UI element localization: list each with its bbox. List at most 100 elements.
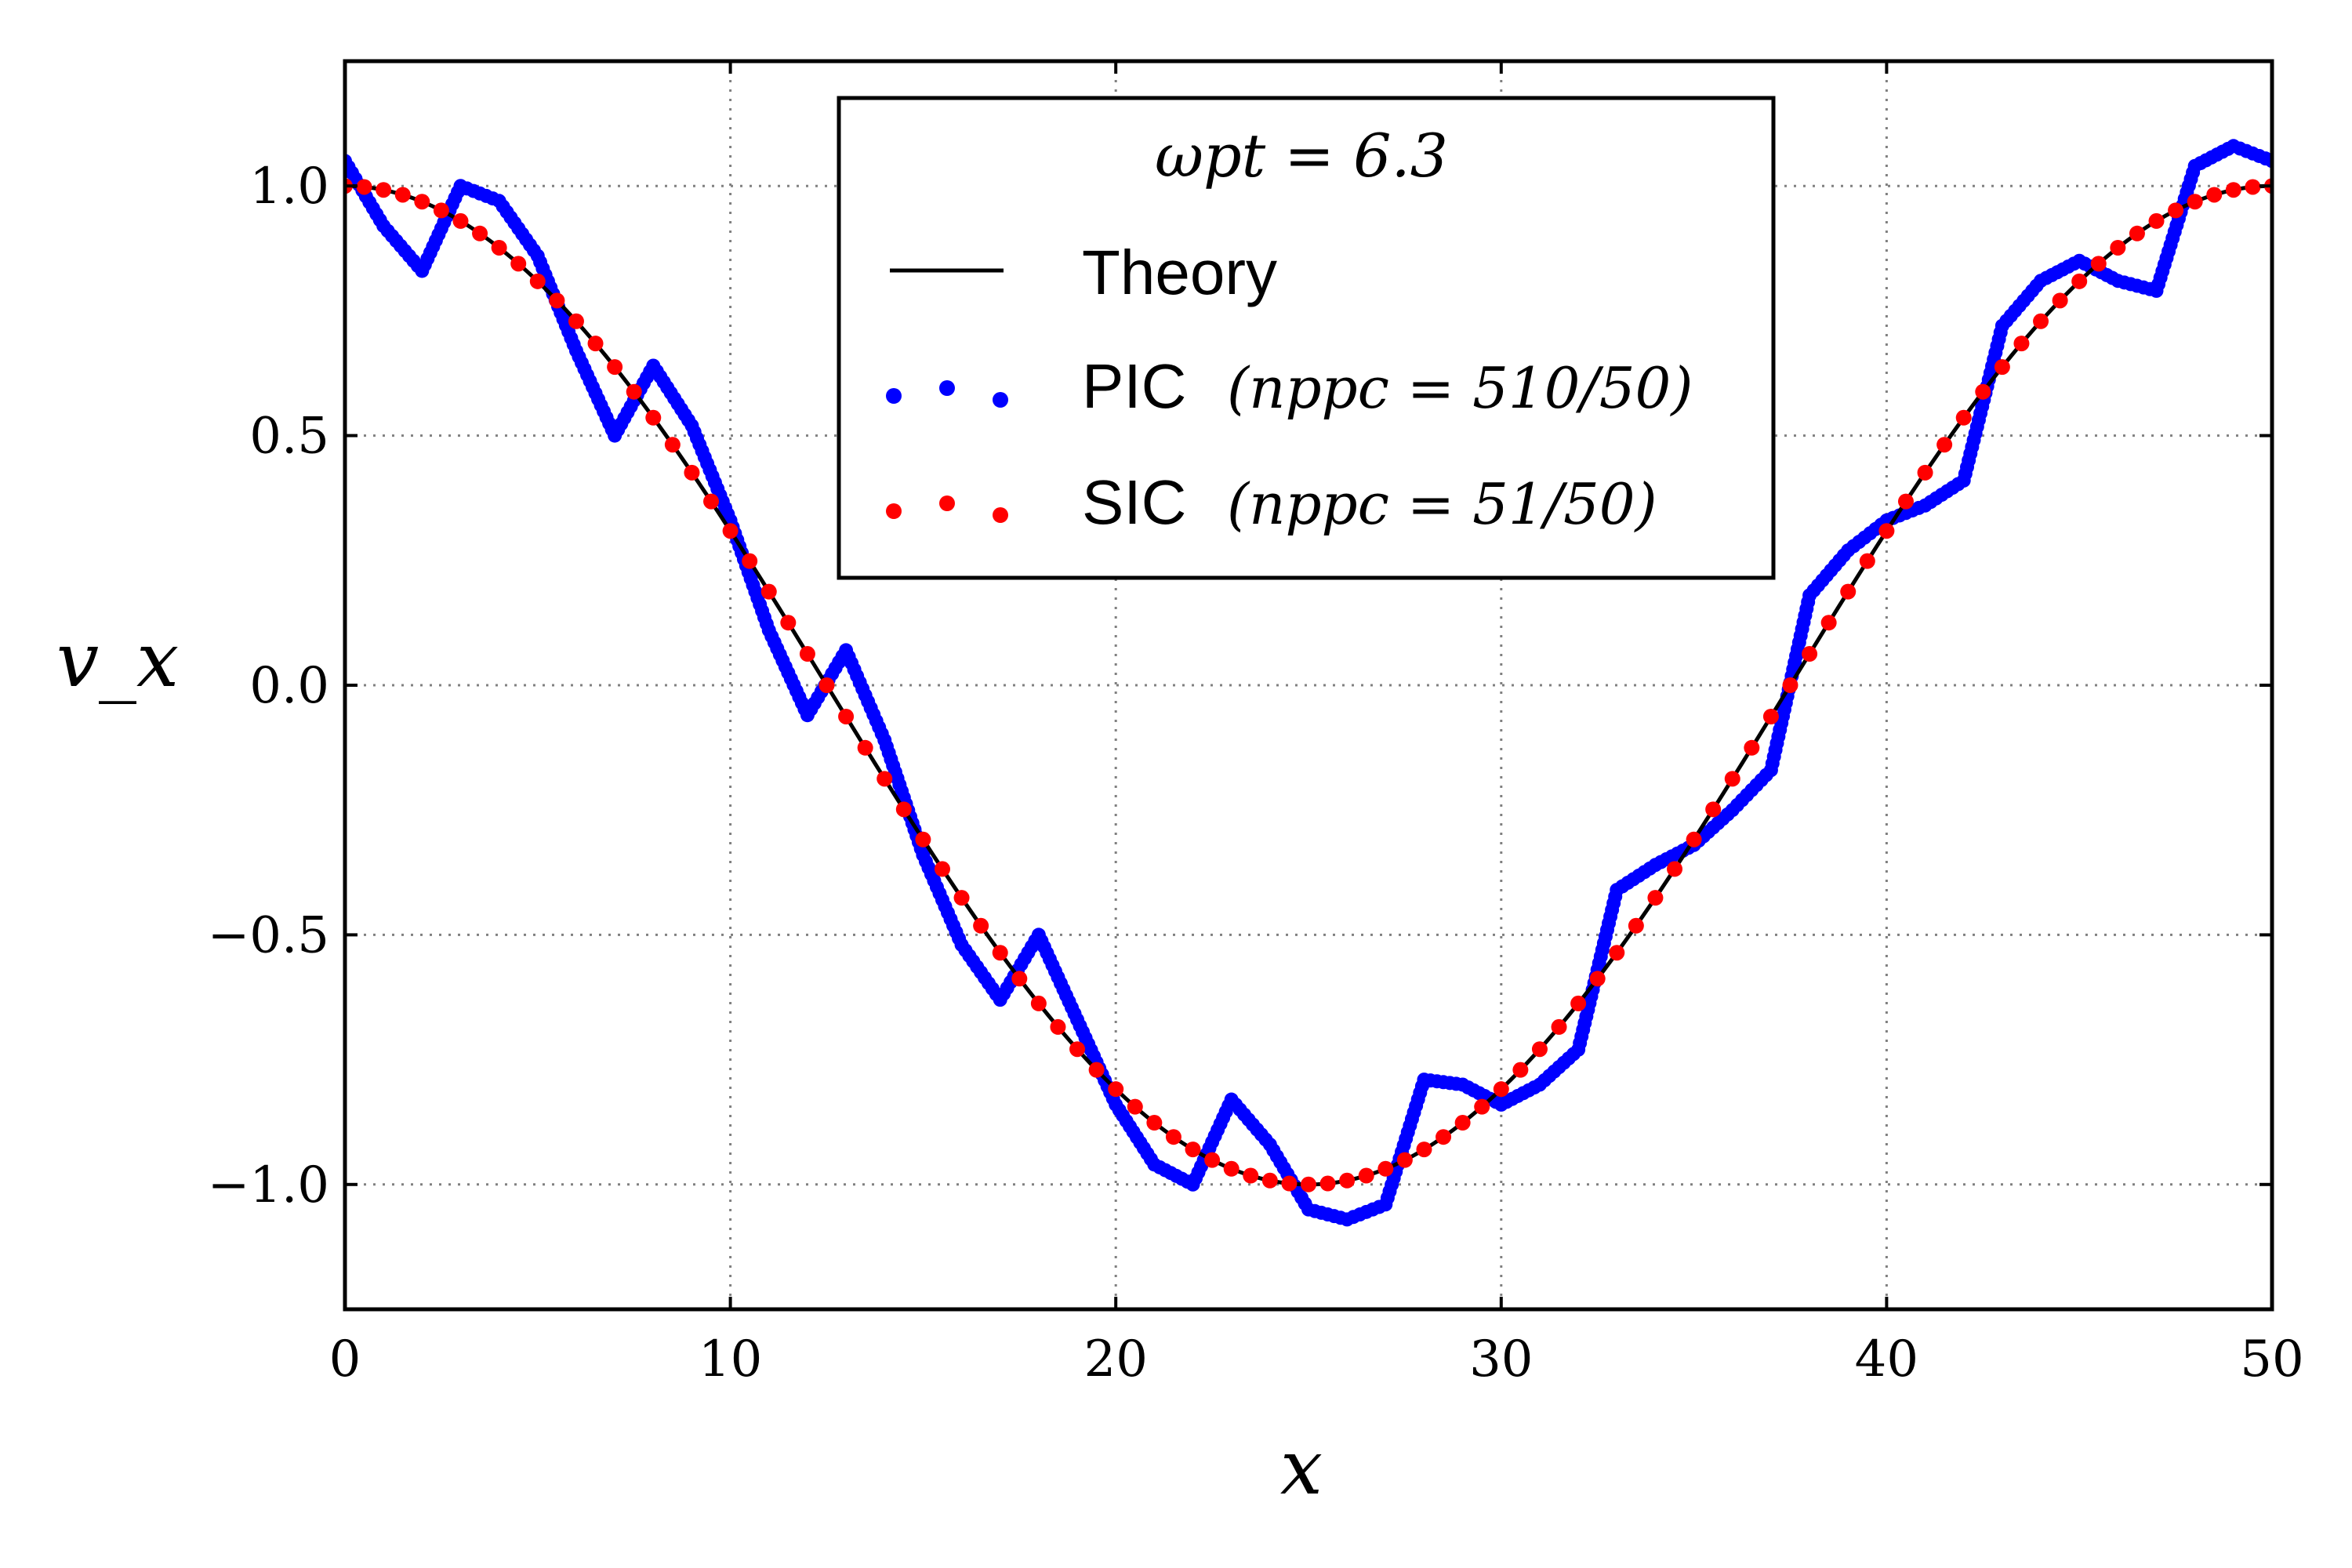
sic-point	[2225, 182, 2241, 198]
legend-box	[837, 96, 1776, 580]
sic-point	[2110, 239, 2126, 256]
sic-point	[877, 771, 893, 787]
sic-point	[722, 523, 739, 539]
sic-point	[1531, 1041, 1548, 1058]
sic-point	[703, 493, 720, 510]
sic-point	[1782, 677, 1798, 693]
sic-point	[1088, 1062, 1105, 1078]
sic-point	[2013, 336, 2030, 352]
y-tick-label: −1.0	[208, 1156, 329, 1214]
sic-point	[376, 182, 392, 198]
sic-point	[607, 359, 623, 376]
sic-point	[895, 801, 912, 818]
sic-point	[934, 861, 950, 877]
sic-point	[1975, 383, 1991, 400]
sic-point	[626, 383, 642, 400]
sic-point	[1570, 995, 1587, 1011]
sic-point	[818, 677, 835, 693]
sic-point	[838, 708, 855, 724]
sic-point	[684, 464, 700, 481]
sic-point	[549, 292, 565, 309]
sic-point	[1454, 1115, 1471, 1131]
sic-point	[2148, 212, 2165, 229]
sic-point	[1301, 1176, 1316, 1192]
sic-point	[491, 239, 507, 256]
legend-theory-label: Theory	[1082, 238, 1277, 307]
sic-point	[2206, 187, 2223, 203]
y-axis-label: v_x	[56, 616, 179, 704]
sic-point	[1840, 583, 1857, 600]
legend-title: ωpt = 6.3	[1155, 121, 1448, 191]
sic-point	[414, 194, 430, 210]
sic-point	[857, 739, 873, 756]
legend-pic-swatch	[886, 380, 1008, 408]
sic-point	[1474, 1098, 1490, 1115]
sic-point	[2052, 292, 2068, 309]
sic-point	[1011, 971, 1028, 987]
sic-point	[2245, 179, 2261, 195]
sic-point	[452, 212, 469, 229]
sic-point	[1030, 995, 1047, 1011]
sic-point	[356, 179, 372, 195]
sic-point	[1069, 1041, 1086, 1058]
y-tick-label: −0.5	[208, 906, 329, 964]
sic-point	[510, 256, 527, 272]
sic-point	[2033, 313, 2049, 329]
sic-point	[760, 583, 777, 600]
sic-point	[1936, 437, 1953, 453]
legend-pic-math: (nppc = 510/50)	[1227, 355, 1693, 421]
sic-point	[568, 313, 584, 329]
sic-point	[1551, 1018, 1567, 1035]
sic-point	[1108, 1081, 1124, 1098]
sic-point	[953, 890, 970, 906]
sic-point	[1955, 409, 1972, 426]
sic-point	[1204, 1152, 1221, 1168]
sic-point	[1358, 1167, 1374, 1184]
sic-point	[1686, 831, 1702, 848]
sic-point	[645, 409, 662, 426]
y-tick-label: 0.5	[249, 408, 329, 466]
sic-point	[394, 187, 411, 203]
sic-point	[1281, 1175, 1298, 1192]
sic-point	[1628, 917, 1644, 934]
sic-point	[799, 646, 815, 662]
sic-point	[1917, 464, 1933, 481]
sic-point	[529, 273, 546, 289]
x-tick-label: 30	[1469, 1330, 1533, 1388]
sic-point	[1512, 1062, 1529, 1078]
sic-point	[1396, 1152, 1413, 1168]
x-tick-label: 20	[1083, 1330, 1147, 1388]
x-axis-label: x	[1280, 1424, 1323, 1512]
sic-point	[2071, 273, 2088, 289]
sic-point	[1647, 890, 1664, 906]
sic-point	[1223, 1160, 1240, 1177]
sic-point	[1820, 615, 1837, 631]
sic-point	[742, 553, 758, 569]
sic-point	[1589, 971, 1606, 987]
y-tick-label: 0.0	[249, 657, 329, 715]
sic-point	[992, 945, 1008, 961]
sic-point	[1609, 945, 1625, 961]
tick-labels: 0 10 20 30 40 50 1.0 0.5 0.0 −0.5 −1.0	[208, 158, 2304, 1388]
sic-point	[1146, 1115, 1163, 1131]
sic-point	[1436, 1129, 1452, 1145]
legend: ωpt = 6.3 Theory PIC (nppc = 510/50) SIC…	[837, 96, 1776, 580]
sic-point	[780, 615, 797, 631]
sic-point	[1859, 553, 1875, 569]
sic-point	[664, 437, 681, 453]
legend-pic-label: PIC	[1082, 351, 1186, 421]
sic-point	[973, 917, 989, 934]
sic-point	[1050, 1018, 1066, 1035]
sic-point	[1724, 771, 1740, 787]
legend-sic-math: (nppc = 51/50)	[1227, 471, 1657, 537]
sic-point	[1878, 523, 1895, 539]
sic-point	[1165, 1129, 1181, 1145]
sic-point	[1416, 1142, 1432, 1158]
sic-point	[2187, 194, 2203, 210]
x-tick-label: 40	[1855, 1330, 1918, 1388]
sic-point	[1802, 646, 1818, 662]
sic-point	[2129, 225, 2145, 241]
y-tick-label: 1.0	[249, 158, 329, 216]
sic-point	[915, 831, 931, 848]
